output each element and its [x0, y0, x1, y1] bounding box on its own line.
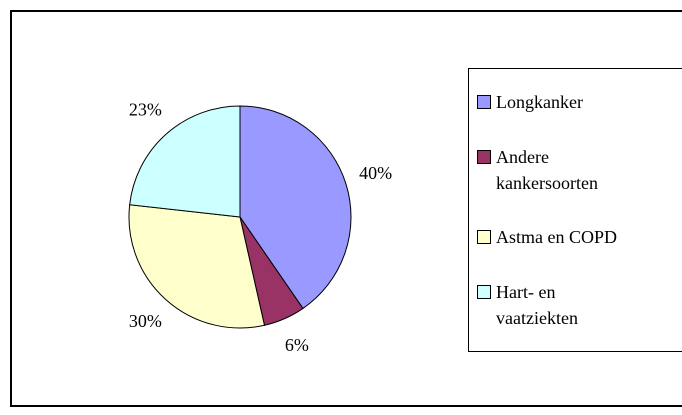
- legend-entry: Longkanker: [477, 89, 682, 115]
- data-label: 23%: [129, 99, 162, 119]
- legend-swatch: [477, 149, 491, 164]
- legend: Longkanker Andere kankersoorten Astma en C…: [468, 68, 682, 352]
- legend-swatch: [477, 284, 491, 299]
- legend-label: Andere kankersoorten: [496, 146, 598, 193]
- data-label: 6%: [285, 335, 309, 355]
- pie-slice: [128, 204, 266, 329]
- chart-frame: [10, 10, 682, 407]
- legend-entry: Hart- en vaatziekten: [477, 279, 682, 331]
- legend-swatch: [477, 230, 491, 245]
- pie-slice: [239, 105, 352, 310]
- legend-swatch: [477, 95, 491, 110]
- legend-label: Longkanker: [496, 92, 583, 113]
- legend-entry: Andere kankersoorten: [477, 144, 682, 196]
- data-label: 40%: [359, 163, 392, 183]
- legend-label: Astma en COPD: [496, 227, 617, 248]
- legend-label: Hart- en vaatziekten: [496, 281, 578, 328]
- data-label: 30%: [129, 311, 162, 331]
- legend-entry: Astma en COPD: [477, 224, 682, 250]
- pie-slice: [129, 105, 241, 218]
